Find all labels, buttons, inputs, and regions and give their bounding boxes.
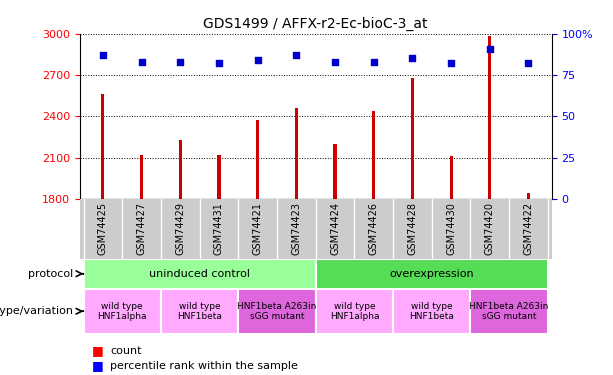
Text: uninduced control: uninduced control — [149, 269, 250, 279]
Bar — [372, 111, 375, 199]
Text: wild type
HNF1beta: wild type HNF1beta — [177, 302, 222, 321]
Bar — [238, 289, 316, 334]
Text: GSM74421: GSM74421 — [253, 202, 262, 255]
Text: GSM74425: GSM74425 — [98, 202, 108, 255]
Text: GSM74431: GSM74431 — [214, 202, 224, 255]
Text: GSM74427: GSM74427 — [137, 202, 147, 255]
Bar — [333, 144, 337, 199]
Text: GSM74428: GSM74428 — [408, 202, 417, 255]
Bar — [83, 289, 161, 334]
Text: HNF1beta A263in
sGG mutant: HNF1beta A263in sGG mutant — [237, 302, 317, 321]
Text: ■: ■ — [92, 344, 104, 357]
Bar — [449, 156, 452, 199]
Text: GSM74430: GSM74430 — [446, 202, 456, 255]
Bar — [470, 289, 548, 334]
Text: count: count — [110, 346, 142, 355]
Point — [214, 60, 224, 66]
Bar — [316, 259, 548, 289]
Bar — [527, 193, 530, 199]
Title: GDS1499 / AFFX-r2-Ec-bioC-3_at: GDS1499 / AFFX-r2-Ec-bioC-3_at — [204, 17, 428, 32]
Text: protocol: protocol — [28, 269, 74, 279]
Point — [524, 60, 533, 66]
Point — [408, 56, 417, 62]
Bar — [256, 120, 259, 199]
Bar — [218, 155, 221, 199]
Text: wild type
HNF1alpha: wild type HNF1alpha — [330, 302, 379, 321]
Text: HNF1beta A263in
sGG mutant: HNF1beta A263in sGG mutant — [470, 302, 549, 321]
Bar — [316, 289, 393, 334]
Text: GSM74420: GSM74420 — [485, 202, 495, 255]
Point — [369, 59, 379, 65]
Bar — [295, 108, 298, 199]
Bar — [161, 289, 238, 334]
Bar — [83, 259, 316, 289]
Bar — [411, 78, 414, 199]
Text: wild type
HNF1alpha: wild type HNF1alpha — [97, 302, 147, 321]
Bar — [393, 289, 470, 334]
Text: GSM74429: GSM74429 — [175, 202, 185, 255]
Text: GSM74424: GSM74424 — [330, 202, 340, 255]
Point — [175, 59, 185, 65]
Point — [446, 60, 456, 66]
Text: GSM74422: GSM74422 — [524, 202, 533, 255]
Bar — [488, 36, 492, 199]
Point — [330, 59, 340, 65]
Text: GSM74426: GSM74426 — [369, 202, 379, 255]
Point — [485, 46, 495, 52]
Point — [291, 52, 301, 58]
Text: wild type
HNF1beta: wild type HNF1beta — [409, 302, 454, 321]
Bar — [140, 155, 143, 199]
Text: genotype/variation: genotype/variation — [0, 306, 74, 316]
Point — [137, 59, 147, 65]
Text: overexpression: overexpression — [389, 269, 474, 279]
Text: ■: ■ — [92, 359, 104, 372]
Point — [253, 57, 262, 63]
Bar — [179, 140, 182, 199]
Bar — [101, 94, 104, 199]
Point — [98, 52, 108, 58]
Text: percentile rank within the sample: percentile rank within the sample — [110, 361, 298, 370]
Text: GSM74423: GSM74423 — [291, 202, 302, 255]
